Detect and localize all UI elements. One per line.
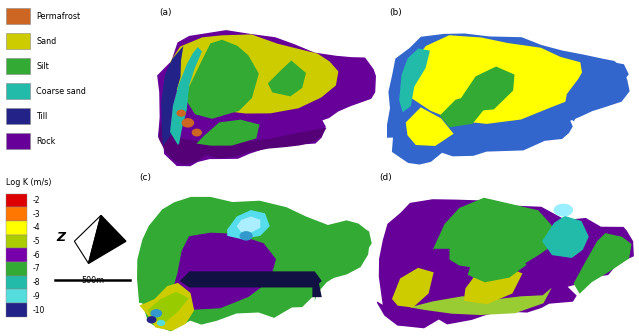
Text: -3: -3 xyxy=(33,210,40,219)
Text: (c): (c) xyxy=(140,173,151,182)
Text: -7: -7 xyxy=(33,264,40,274)
Polygon shape xyxy=(148,292,189,322)
Bar xyxy=(6,194,27,207)
Text: -10: -10 xyxy=(33,305,45,314)
Text: Log K (m/s): Log K (m/s) xyxy=(6,178,51,187)
Polygon shape xyxy=(227,210,270,239)
Polygon shape xyxy=(312,275,322,297)
Text: Sand: Sand xyxy=(36,37,56,46)
Bar xyxy=(6,207,27,221)
Polygon shape xyxy=(406,35,583,124)
Polygon shape xyxy=(461,67,514,111)
Text: (d): (d) xyxy=(380,173,392,182)
Text: -8: -8 xyxy=(33,278,40,287)
Polygon shape xyxy=(564,61,629,121)
Circle shape xyxy=(177,110,185,116)
Bar xyxy=(6,8,30,25)
Text: Silt: Silt xyxy=(36,62,49,71)
Polygon shape xyxy=(157,30,376,166)
Bar xyxy=(6,33,30,49)
Polygon shape xyxy=(139,283,194,331)
Polygon shape xyxy=(468,251,527,282)
Bar xyxy=(6,108,30,124)
Polygon shape xyxy=(171,233,276,310)
Bar xyxy=(6,248,27,262)
Text: Coarse sand: Coarse sand xyxy=(36,87,86,96)
Polygon shape xyxy=(376,199,634,328)
Polygon shape xyxy=(314,225,372,301)
Bar xyxy=(6,83,30,99)
Bar xyxy=(6,235,27,248)
Text: Permafrost: Permafrost xyxy=(36,12,81,21)
Text: (b): (b) xyxy=(389,8,402,17)
Text: Z: Z xyxy=(56,231,66,244)
Polygon shape xyxy=(542,216,589,258)
Bar xyxy=(6,58,30,75)
Bar xyxy=(6,262,27,276)
Polygon shape xyxy=(74,215,101,263)
Polygon shape xyxy=(236,216,260,233)
Circle shape xyxy=(554,204,573,216)
Bar xyxy=(6,133,30,150)
Polygon shape xyxy=(406,107,454,146)
Text: Till: Till xyxy=(36,112,47,121)
Text: Rock: Rock xyxy=(36,137,56,146)
Polygon shape xyxy=(574,233,631,294)
Circle shape xyxy=(192,129,201,136)
Polygon shape xyxy=(187,40,259,119)
Polygon shape xyxy=(392,268,434,307)
Bar xyxy=(6,221,27,235)
Text: 500m: 500m xyxy=(81,276,104,285)
Polygon shape xyxy=(464,266,523,304)
Bar xyxy=(6,290,27,303)
Text: -2: -2 xyxy=(33,196,40,205)
Polygon shape xyxy=(440,93,487,127)
Text: (a): (a) xyxy=(159,8,171,17)
Polygon shape xyxy=(159,123,327,165)
Polygon shape xyxy=(424,249,449,271)
Circle shape xyxy=(157,321,165,325)
Polygon shape xyxy=(180,271,322,288)
Polygon shape xyxy=(170,47,202,145)
Circle shape xyxy=(182,119,194,127)
Polygon shape xyxy=(196,120,259,146)
Text: -9: -9 xyxy=(33,292,40,301)
Bar xyxy=(6,303,27,317)
Polygon shape xyxy=(268,60,306,96)
Polygon shape xyxy=(410,288,551,315)
Polygon shape xyxy=(161,46,183,146)
Polygon shape xyxy=(399,48,430,112)
Polygon shape xyxy=(89,215,126,263)
Polygon shape xyxy=(433,198,561,269)
Bar xyxy=(6,276,27,290)
Circle shape xyxy=(240,232,252,240)
Polygon shape xyxy=(385,34,629,165)
Circle shape xyxy=(148,317,156,323)
Polygon shape xyxy=(137,197,370,331)
Circle shape xyxy=(151,310,162,317)
Polygon shape xyxy=(167,34,339,114)
Text: -4: -4 xyxy=(33,223,40,233)
Text: -6: -6 xyxy=(33,251,40,260)
Text: -5: -5 xyxy=(33,237,40,246)
